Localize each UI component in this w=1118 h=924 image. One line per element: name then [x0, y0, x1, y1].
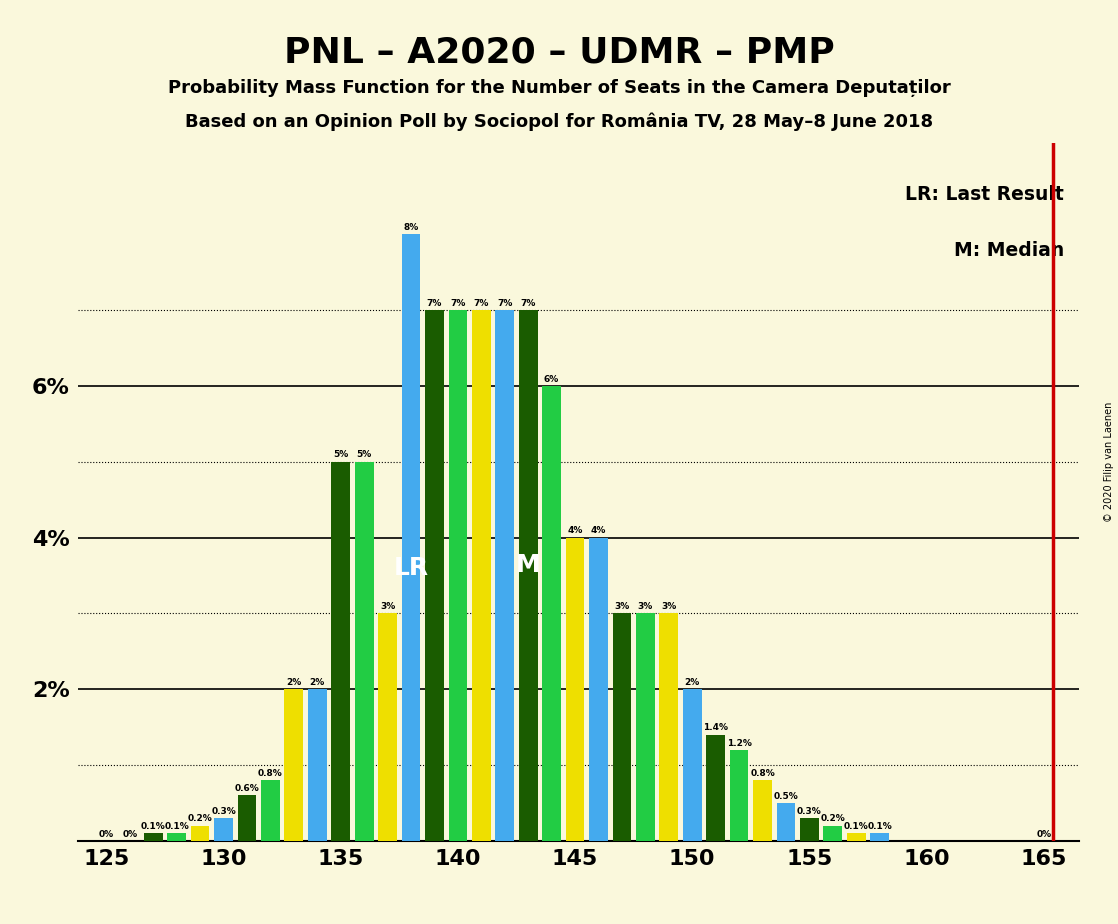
Bar	[754, 780, 771, 841]
Bar	[589, 538, 608, 841]
Text: 0.1%: 0.1%	[164, 822, 189, 831]
Bar	[566, 538, 585, 841]
Text: © 2020 Filip van Laenen: © 2020 Filip van Laenen	[1103, 402, 1114, 522]
Bar	[824, 826, 842, 841]
Text: 2%: 2%	[310, 678, 325, 687]
Bar	[846, 833, 865, 841]
Text: 0.1%: 0.1%	[141, 822, 165, 831]
Text: 5%: 5%	[333, 450, 349, 459]
Text: 1.4%: 1.4%	[703, 723, 728, 733]
Text: 7%: 7%	[474, 298, 489, 308]
Text: M: Median: M: Median	[954, 241, 1064, 260]
Bar	[260, 780, 280, 841]
Text: 0.8%: 0.8%	[750, 769, 775, 778]
Text: 3%: 3%	[614, 602, 629, 611]
Text: 0.5%: 0.5%	[774, 792, 798, 801]
Bar	[307, 689, 326, 841]
Text: 5%: 5%	[357, 450, 372, 459]
Text: 7%: 7%	[427, 298, 442, 308]
Text: 4%: 4%	[567, 527, 582, 535]
Text: 0.6%: 0.6%	[235, 784, 259, 793]
Bar	[730, 750, 748, 841]
Bar	[495, 310, 514, 841]
Bar	[870, 833, 889, 841]
Text: 7%: 7%	[498, 298, 512, 308]
Bar	[378, 614, 397, 841]
Bar	[191, 826, 209, 841]
Bar	[613, 614, 632, 841]
Text: 4%: 4%	[590, 527, 606, 535]
Text: 0.2%: 0.2%	[188, 814, 212, 823]
Text: LR: LR	[394, 556, 428, 580]
Text: 3%: 3%	[380, 602, 395, 611]
Text: 8%: 8%	[404, 223, 418, 232]
Bar	[636, 614, 655, 841]
Bar	[542, 386, 561, 841]
Text: 2%: 2%	[286, 678, 302, 687]
Text: 0%: 0%	[1036, 830, 1051, 839]
Bar	[448, 310, 467, 841]
Text: 0.3%: 0.3%	[211, 807, 236, 816]
Text: 0%: 0%	[98, 830, 114, 839]
Text: 3%: 3%	[661, 602, 676, 611]
Text: 6%: 6%	[544, 374, 559, 383]
Bar	[683, 689, 702, 841]
Bar	[144, 833, 162, 841]
Text: 0.8%: 0.8%	[258, 769, 283, 778]
Text: LR: Last Result: LR: Last Result	[906, 185, 1064, 204]
Text: 0.3%: 0.3%	[797, 807, 822, 816]
Text: 0%: 0%	[122, 830, 138, 839]
Text: 2%: 2%	[684, 678, 700, 687]
Bar	[215, 818, 233, 841]
Bar	[238, 796, 256, 841]
Bar	[354, 462, 373, 841]
Bar	[777, 803, 795, 841]
Text: 0.2%: 0.2%	[821, 814, 845, 823]
Text: 1.2%: 1.2%	[727, 738, 751, 748]
Bar	[401, 234, 420, 841]
Bar	[472, 310, 491, 841]
Text: Based on an Opinion Poll by Sociopol for România TV, 28 May–8 June 2018: Based on an Opinion Poll by Sociopol for…	[184, 113, 934, 131]
Text: 7%: 7%	[521, 298, 536, 308]
Text: 0.1%: 0.1%	[844, 822, 869, 831]
Bar	[331, 462, 350, 841]
Bar	[800, 818, 818, 841]
Text: 3%: 3%	[637, 602, 653, 611]
Text: PNL – A2020 – UDMR – PMP: PNL – A2020 – UDMR – PMP	[284, 35, 834, 69]
Bar	[168, 833, 186, 841]
Text: Probability Mass Function for the Number of Seats in the Camera Deputaților: Probability Mass Function for the Number…	[168, 79, 950, 96]
Text: 7%: 7%	[451, 298, 465, 308]
Bar	[707, 735, 726, 841]
Text: M: M	[515, 553, 541, 577]
Bar	[519, 310, 538, 841]
Bar	[425, 310, 444, 841]
Bar	[284, 689, 303, 841]
Bar	[660, 614, 679, 841]
Text: 0.1%: 0.1%	[868, 822, 892, 831]
